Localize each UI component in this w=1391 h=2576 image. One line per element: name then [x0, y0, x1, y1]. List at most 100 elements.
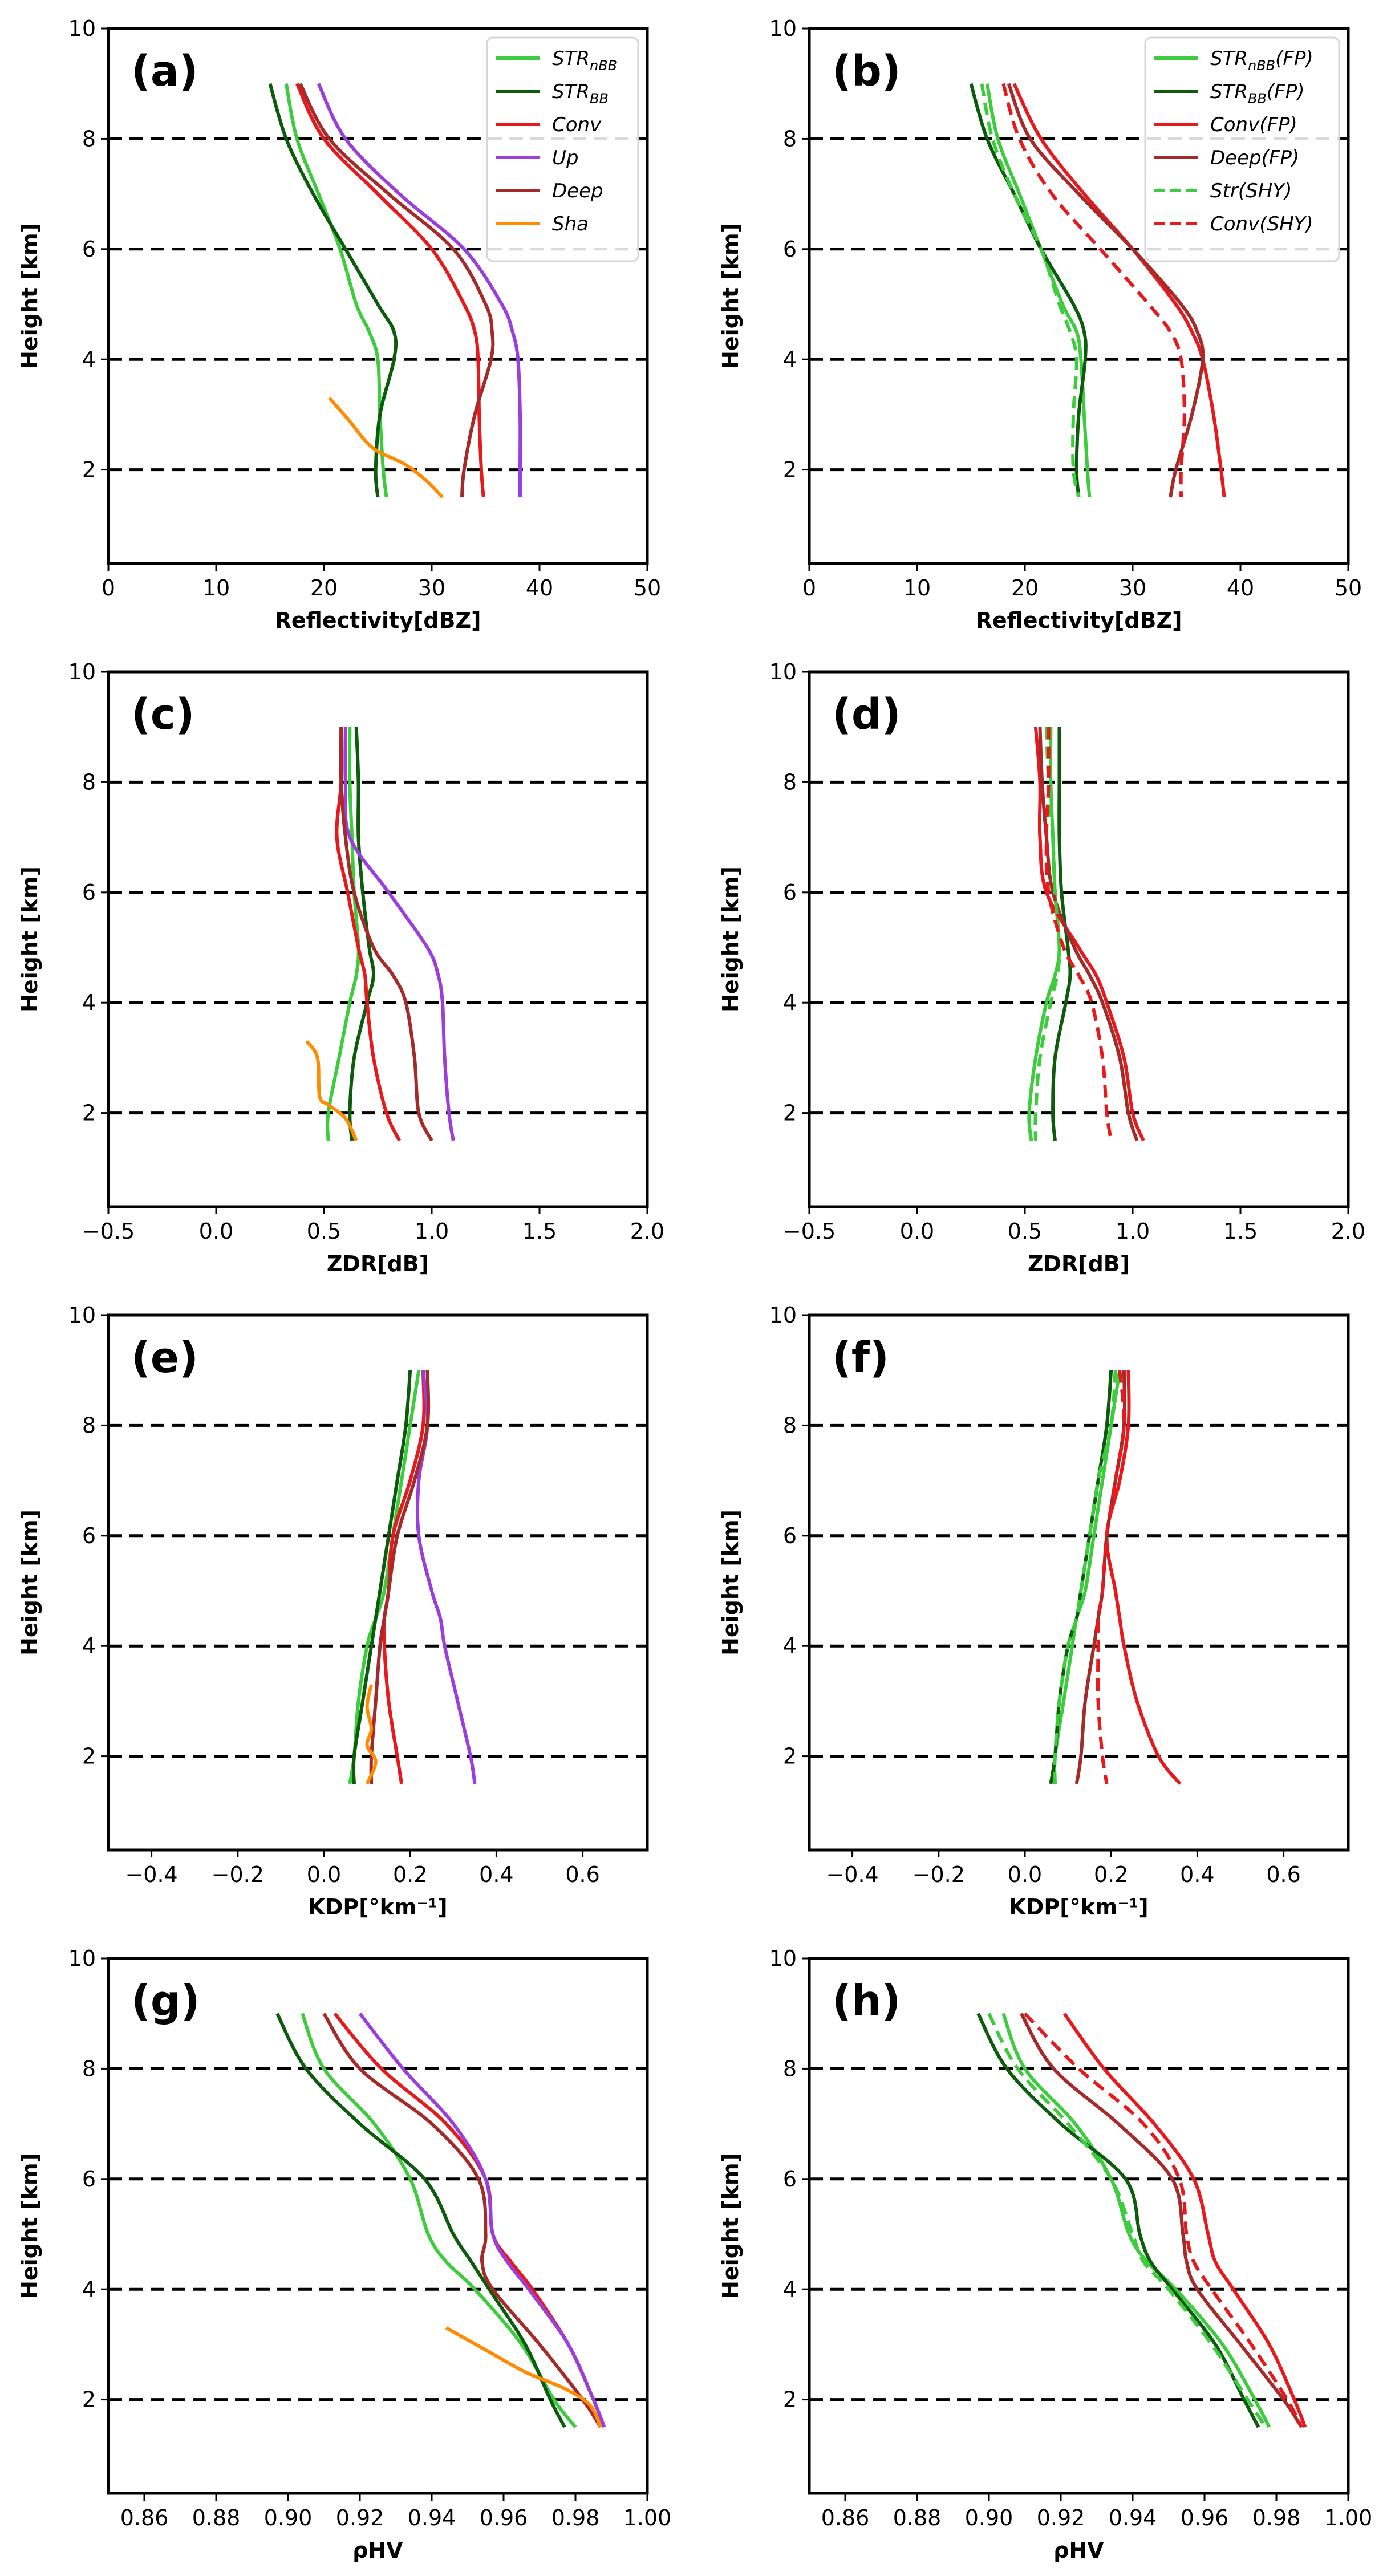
legend-entry: Up — [552, 147, 578, 169]
series-line-up — [343, 727, 455, 1141]
series-line-str — [1033, 727, 1061, 1141]
x-tick-label: 30 — [418, 575, 445, 601]
series-line-deep — [1038, 727, 1139, 1141]
panel-g: 0.86 0.88 0.90 0.92 0.94 0.96 0.98 1.00 2 4 6 8 10 (g… — [17, 1946, 671, 2563]
panel-label: (c) — [131, 690, 195, 739]
legend-name: Str — [1210, 180, 1239, 202]
y-tick-label: 6 — [82, 237, 96, 262]
x-tick-label: 0.6 — [565, 1862, 599, 1887]
x-tick-label: 1.00 — [623, 2505, 672, 2530]
legend-box — [486, 36, 639, 262]
x-tick-label: 0.0 — [900, 1219, 934, 1244]
y-axis-label: Height [km] — [17, 223, 42, 369]
x-tick-label: 0.86 — [821, 2505, 870, 2530]
x-tick-label: 50 — [634, 575, 661, 601]
legend-entry: Conv — [552, 113, 602, 136]
series-line-str-nbb-fp — [985, 83, 1092, 498]
series-line-str-bb — [275, 2013, 566, 2428]
y-tick-label: 2 — [82, 2387, 96, 2412]
y-tick-label: 10 — [769, 16, 797, 41]
legend-name: Conv — [1210, 113, 1260, 136]
x-tick-label: 1.0 — [415, 1219, 449, 1244]
series-line-str-bb — [268, 83, 398, 498]
legend-entry: Conv(FP) — [1210, 113, 1297, 136]
x-tick-label: 0.94 — [408, 2505, 456, 2530]
axes-frame — [808, 1957, 1350, 2495]
series-line-str-nbb — [284, 83, 388, 498]
y-tick-label: 10 — [68, 16, 96, 41]
x-tick-label: 0.96 — [1181, 2505, 1229, 2530]
legend-name: STR — [552, 47, 590, 70]
legend-box — [1144, 36, 1340, 262]
x-tick-label: 0.0 — [1008, 1862, 1042, 1887]
axes-frame — [808, 670, 1350, 1208]
x-tick-label: −0.5 — [783, 1219, 836, 1244]
series-line-conv — [1044, 727, 1113, 1141]
legend-suffix: (FP) — [1259, 113, 1297, 136]
axes-frame — [107, 670, 649, 1208]
y-axis-label: Height [km] — [17, 1510, 42, 1656]
axes-frame — [107, 1957, 649, 2495]
x-tick-label: 0.2 — [393, 1862, 427, 1887]
x-tick-label: 0 — [102, 575, 115, 601]
x-tick-label: 0.88 — [893, 2505, 942, 2530]
panel-label: (d) — [832, 690, 901, 739]
x-tick-label: 0 — [802, 575, 816, 601]
y-tick-label: 10 — [68, 1946, 96, 1971]
series-line-str-shy — [980, 83, 1081, 498]
y-tick-label: 4 — [82, 1633, 96, 1658]
x-tick-label: 0.2 — [1094, 1862, 1128, 1887]
series-line-deep — [369, 1370, 431, 1784]
x-tick-label: 20 — [310, 575, 338, 601]
legend-suffix: (FP) — [1267, 80, 1305, 103]
series-line-conv — [1062, 2012, 1307, 2428]
y-tick-label: 10 — [68, 659, 96, 684]
x-axis-label: ρHV — [352, 2538, 403, 2563]
series-line-conv — [1033, 727, 1145, 1142]
series-line-str-bb — [976, 2013, 1260, 2428]
y-tick-label: 2 — [783, 1101, 797, 1126]
panel-label: (a) — [131, 47, 198, 96]
y-tick-label: 4 — [783, 347, 797, 372]
y-tick-label: 4 — [82, 990, 96, 1015]
series-line-str-bb — [351, 1370, 412, 1784]
x-tick-label: −0.2 — [913, 1862, 965, 1887]
x-tick-label: 0.6 — [1266, 1862, 1300, 1887]
legend-entry: STRnBB(FP) — [1210, 47, 1313, 74]
x-tick-label: −0.5 — [82, 1219, 135, 1244]
panel-label: (f) — [832, 1333, 889, 1382]
panel-label: (h) — [832, 1977, 901, 2026]
y-tick-label: 8 — [783, 1413, 797, 1438]
series-line-conv — [295, 83, 485, 498]
x-tick-label: 0.5 — [1008, 1219, 1042, 1244]
y-tick-label: 4 — [82, 2277, 96, 2302]
legend-name: STR — [1210, 80, 1248, 103]
series-line-sha — [328, 396, 444, 499]
legend-name: Conv — [1210, 213, 1260, 236]
x-tick-label: 0.90 — [965, 2505, 1013, 2530]
x-tick-label: 0.4 — [479, 1862, 513, 1887]
x-tick-label: 0.92 — [1037, 2505, 1085, 2530]
legend-name: Deep — [1210, 147, 1262, 169]
legend-subscript: nBB — [1248, 58, 1275, 74]
series-line-deep — [339, 727, 433, 1142]
x-tick-label: 10 — [903, 575, 931, 601]
legend-name: Deep — [552, 180, 603, 202]
y-tick-label: 6 — [783, 237, 797, 262]
y-axis-label: Height [km] — [718, 223, 743, 369]
series-line-str-nbb — [1027, 727, 1061, 1141]
series-line-up — [358, 2012, 606, 2428]
x-tick-label: 0.5 — [307, 1219, 341, 1244]
legend-name: STR — [552, 80, 590, 103]
legend-entry: Deep(FP) — [1210, 147, 1299, 169]
y-axis-label: Height [km] — [17, 866, 42, 1012]
legend-name: Up — [552, 147, 578, 169]
x-tick-label: 40 — [1227, 575, 1254, 601]
y-tick-label: 2 — [82, 1101, 96, 1126]
series-line-conv-fp — [1012, 83, 1226, 498]
y-axis-label: Height [km] — [17, 2153, 42, 2299]
panel-e: −0.4 −0.2 0.0 0.2 0.4 0.6 2 4 6 8 10 (e) Height [km]… — [17, 1303, 649, 1920]
series-line-conv — [1105, 1370, 1182, 1785]
x-tick-label: 0.4 — [1180, 1862, 1214, 1887]
series-line-deep — [1020, 2013, 1303, 2428]
